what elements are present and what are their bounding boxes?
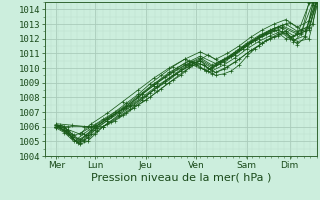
X-axis label: Pression niveau de la mer( hPa ): Pression niveau de la mer( hPa ) [91, 173, 271, 183]
